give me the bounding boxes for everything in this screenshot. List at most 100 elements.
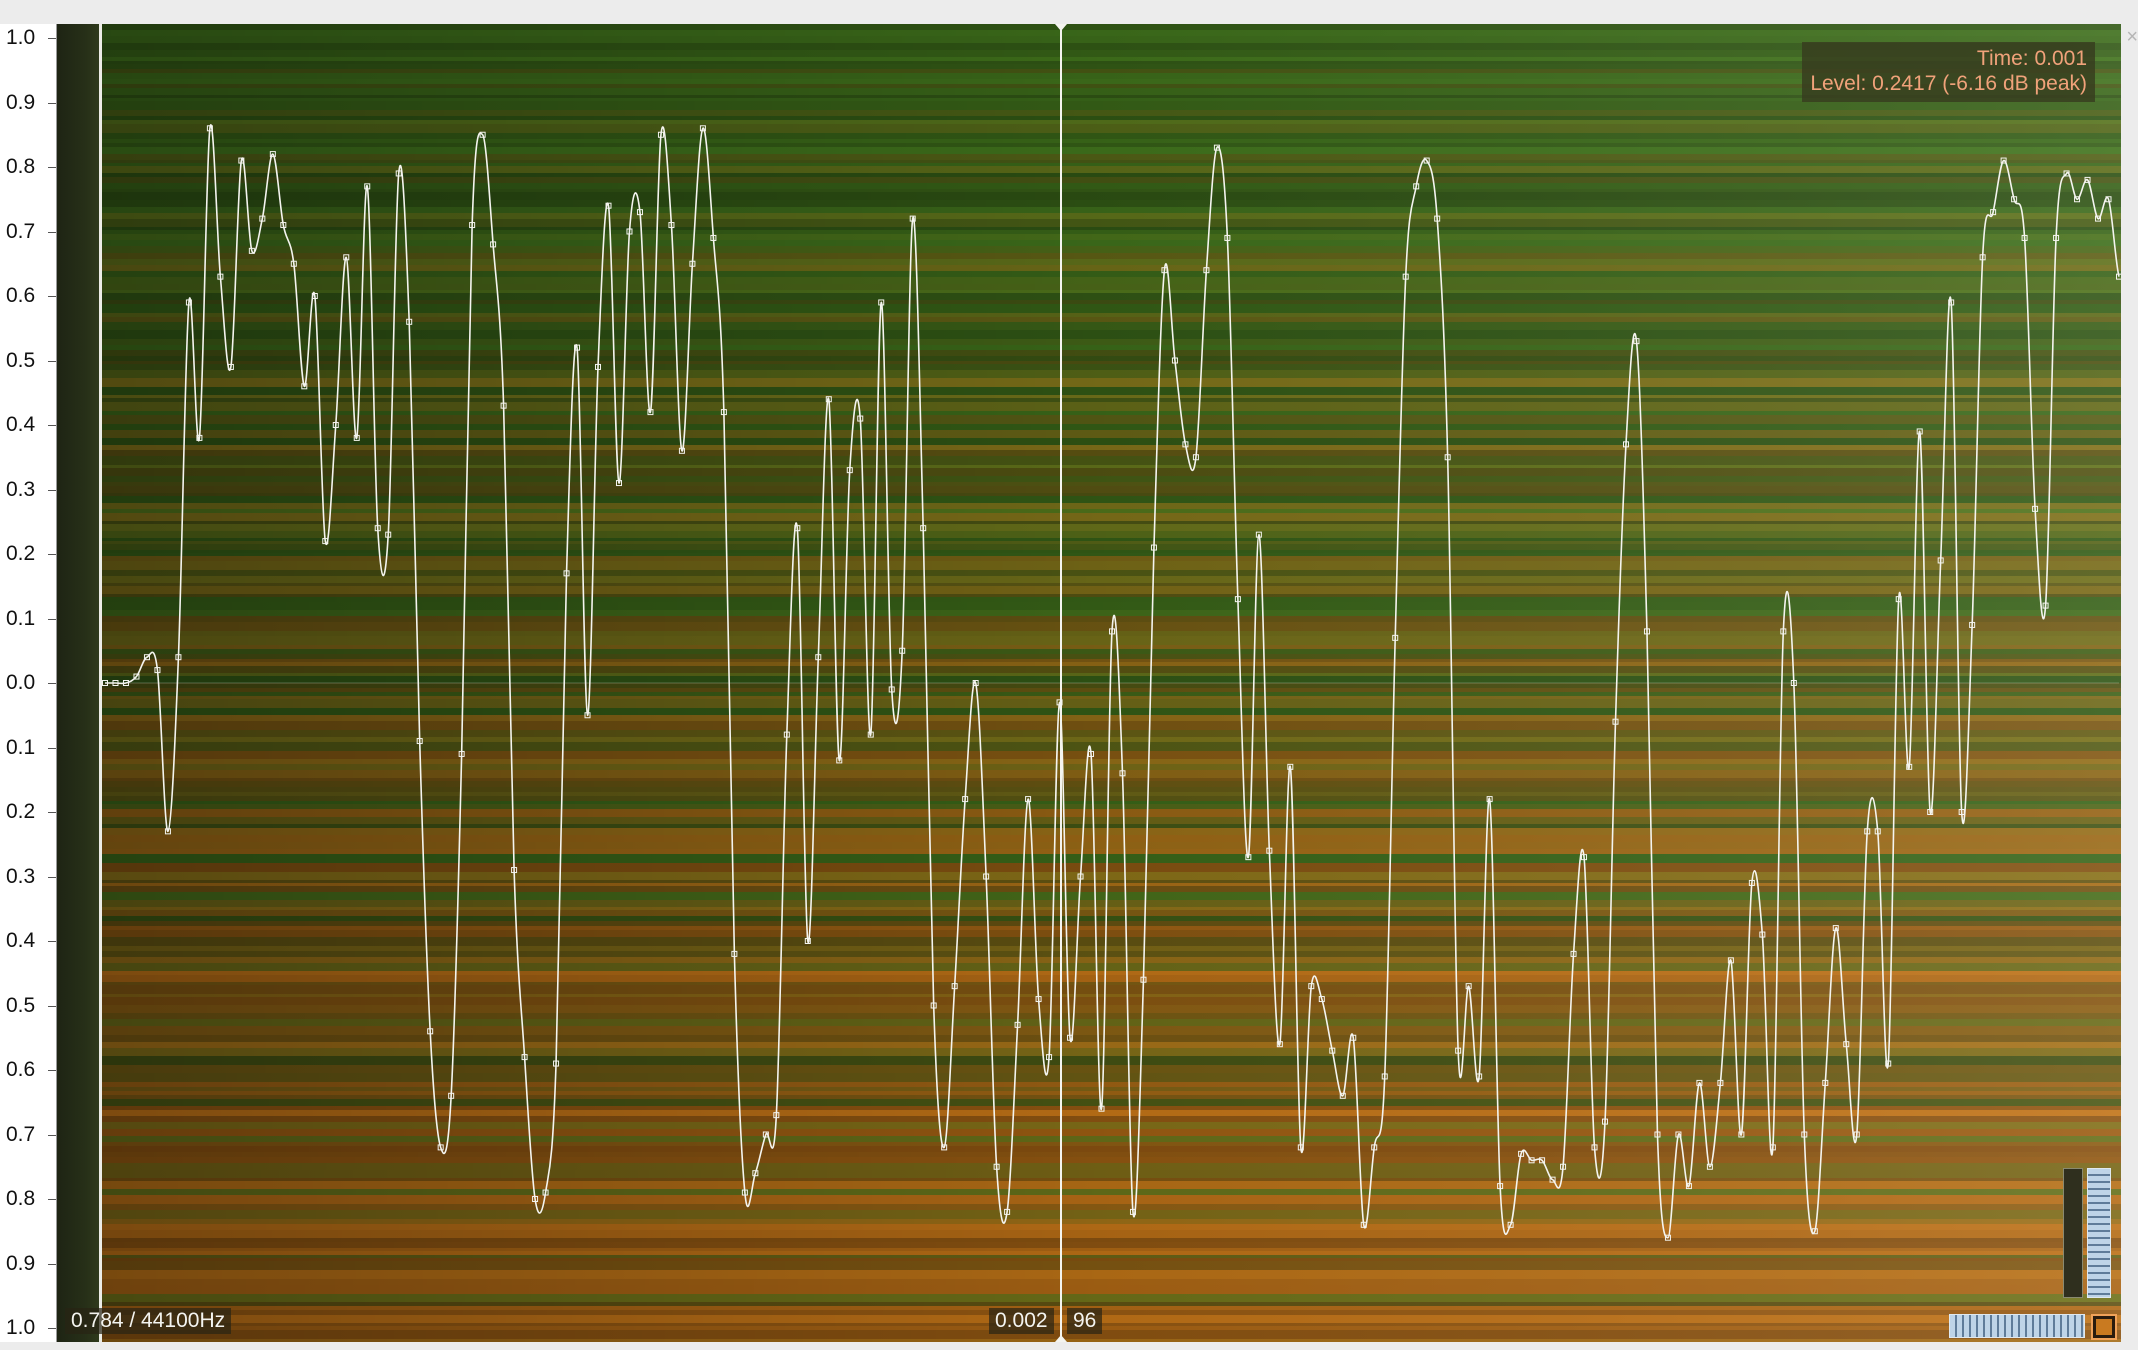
sample-point [185, 299, 192, 306]
sample-point [951, 983, 958, 990]
sample-point [1297, 1144, 1304, 1151]
waveform[interactable] [57, 24, 2121, 1342]
scale-tick-mark [48, 683, 56, 684]
playhead[interactable] [1060, 24, 1062, 1342]
sample-point [102, 680, 108, 686]
sample-point [1161, 267, 1168, 274]
sample-point [1602, 1118, 1609, 1125]
sample-point [238, 157, 245, 164]
sample-point [2095, 215, 2102, 222]
sample-point [2053, 234, 2060, 241]
scale-tick-mark [48, 1134, 56, 1136]
sample-point [563, 570, 570, 577]
close-icon[interactable]: × [2126, 26, 2138, 48]
scale-tick-mark [48, 167, 56, 168]
horizontal-zoom-icon[interactable] [1949, 1314, 2085, 1338]
sample-point [437, 1144, 444, 1151]
sample-point [1895, 596, 1902, 603]
sample-point [699, 125, 706, 132]
sample-point [1171, 357, 1178, 364]
sample-point [1318, 996, 1325, 1003]
sample-point [1455, 1047, 1462, 1054]
scale-tick-label: 0.4 [6, 413, 36, 436]
readout-time: Time: 0.001 [1976, 47, 2087, 70]
start-marker[interactable] [99, 24, 102, 1342]
sample-point [1727, 957, 1734, 964]
sample-point [941, 1144, 948, 1151]
sample-point [1958, 809, 1965, 815]
sample-point [1129, 1208, 1136, 1215]
sample-point [374, 525, 381, 532]
sample-point [574, 344, 581, 351]
sample-point [1192, 454, 1199, 461]
sample-point [1182, 441, 1189, 448]
sample-point [857, 415, 864, 422]
sample-point [542, 1189, 549, 1196]
waveform-pane[interactable]: Time: 0.001 Level: 0.2417 (-6.16 dB peak… [57, 24, 2121, 1342]
sample-point [993, 1163, 1000, 1170]
sample-point [615, 480, 622, 487]
scale-tick-label: 0.1 [6, 606, 36, 630]
sample-point [532, 1196, 539, 1202]
sample-point [1864, 828, 1871, 835]
sample-point [1098, 1105, 1105, 1112]
playhead-bottom-handle[interactable] [1055, 1335, 1067, 1342]
sample-point [500, 402, 507, 409]
sample-point [332, 422, 339, 428]
sample-point [1339, 1092, 1346, 1099]
sample-point [1853, 1131, 1860, 1138]
sample-point [752, 1170, 759, 1177]
sample-point [1560, 1163, 1567, 1170]
sample-point [1276, 1041, 1283, 1048]
sample-point [122, 680, 129, 686]
sample-point [972, 680, 979, 686]
sample-point [490, 241, 497, 248]
sample-point [878, 299, 885, 306]
sample-point [1109, 628, 1115, 635]
vertical-zoom-track[interactable] [2063, 1168, 2083, 1298]
sample-point [1822, 1079, 1829, 1086]
scale-tick-label: 0.6 [6, 284, 36, 307]
scale-tick-mark [48, 489, 56, 491]
scale-tick-label: 0.1 [6, 735, 36, 759]
sample-point [301, 383, 308, 390]
sample-point [1245, 854, 1252, 861]
sample-point [1874, 828, 1881, 835]
sample-point [395, 170, 402, 177]
sample-point [416, 738, 423, 745]
scale-tick-mark [48, 1005, 56, 1007]
sample-point [1790, 680, 1797, 686]
sample-point [584, 712, 591, 719]
sample-point [731, 950, 738, 957]
sample-point [1780, 628, 1787, 635]
vertical-zoom-icon[interactable] [2057, 1168, 2115, 1308]
spectrum-background [99, 24, 2121, 1342]
sample-point [1622, 441, 1629, 448]
scale-tick-mark [48, 812, 56, 813]
sample-point [1287, 763, 1294, 770]
sample-point [1465, 983, 1472, 990]
sample-point [1843, 1041, 1850, 1048]
sample-point [1664, 1234, 1671, 1241]
sample-point [909, 215, 916, 222]
vertical-zoom-thumb[interactable] [2087, 1168, 2111, 1298]
sample-point [668, 222, 675, 229]
scale-tick-mark [48, 425, 56, 426]
sample-point [888, 686, 895, 693]
sample-point [2105, 196, 2112, 203]
sample-point [1046, 1054, 1053, 1061]
sample-point [1801, 1131, 1808, 1138]
sample-point [448, 1092, 455, 1099]
sample-point [248, 247, 255, 254]
sample-point [206, 125, 213, 132]
colour-scheme-icon[interactable] [2091, 1314, 2117, 1340]
scale-tick-label: 0.2 [6, 800, 36, 823]
sample-point [164, 828, 171, 835]
sample-point [1203, 267, 1210, 274]
sample-point [1224, 234, 1231, 241]
sample-point [605, 202, 612, 209]
sample-point [479, 131, 486, 138]
level-readout: Time: 0.001 Level: 0.2417 (-6.16 dB peak… [1802, 42, 2095, 102]
sample-point [406, 318, 413, 325]
sample-point [1539, 1157, 1546, 1164]
